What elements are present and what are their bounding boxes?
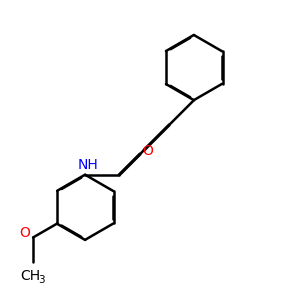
Text: CH: CH [20,269,40,283]
Text: NH: NH [78,158,99,172]
Text: 3: 3 [38,274,45,285]
Text: O: O [19,226,30,240]
Text: O: O [142,144,153,158]
